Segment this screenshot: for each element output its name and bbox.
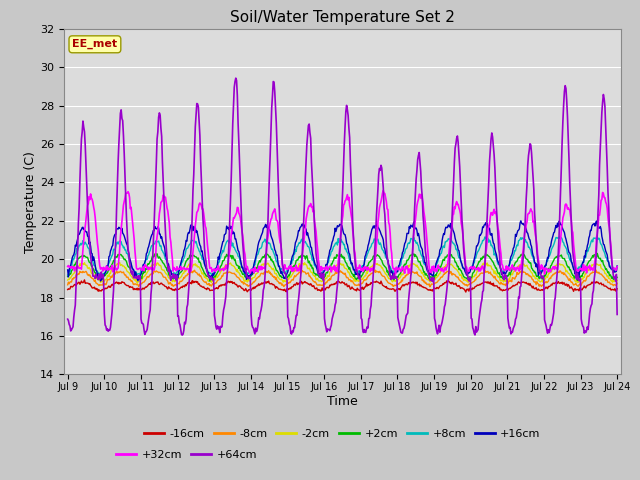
Y-axis label: Temperature (C): Temperature (C)	[24, 151, 37, 252]
Legend: +32cm, +64cm: +32cm, +64cm	[111, 445, 262, 465]
X-axis label: Time: Time	[327, 395, 358, 408]
Title: Soil/Water Temperature Set 2: Soil/Water Temperature Set 2	[230, 10, 455, 25]
Text: EE_met: EE_met	[72, 39, 118, 49]
